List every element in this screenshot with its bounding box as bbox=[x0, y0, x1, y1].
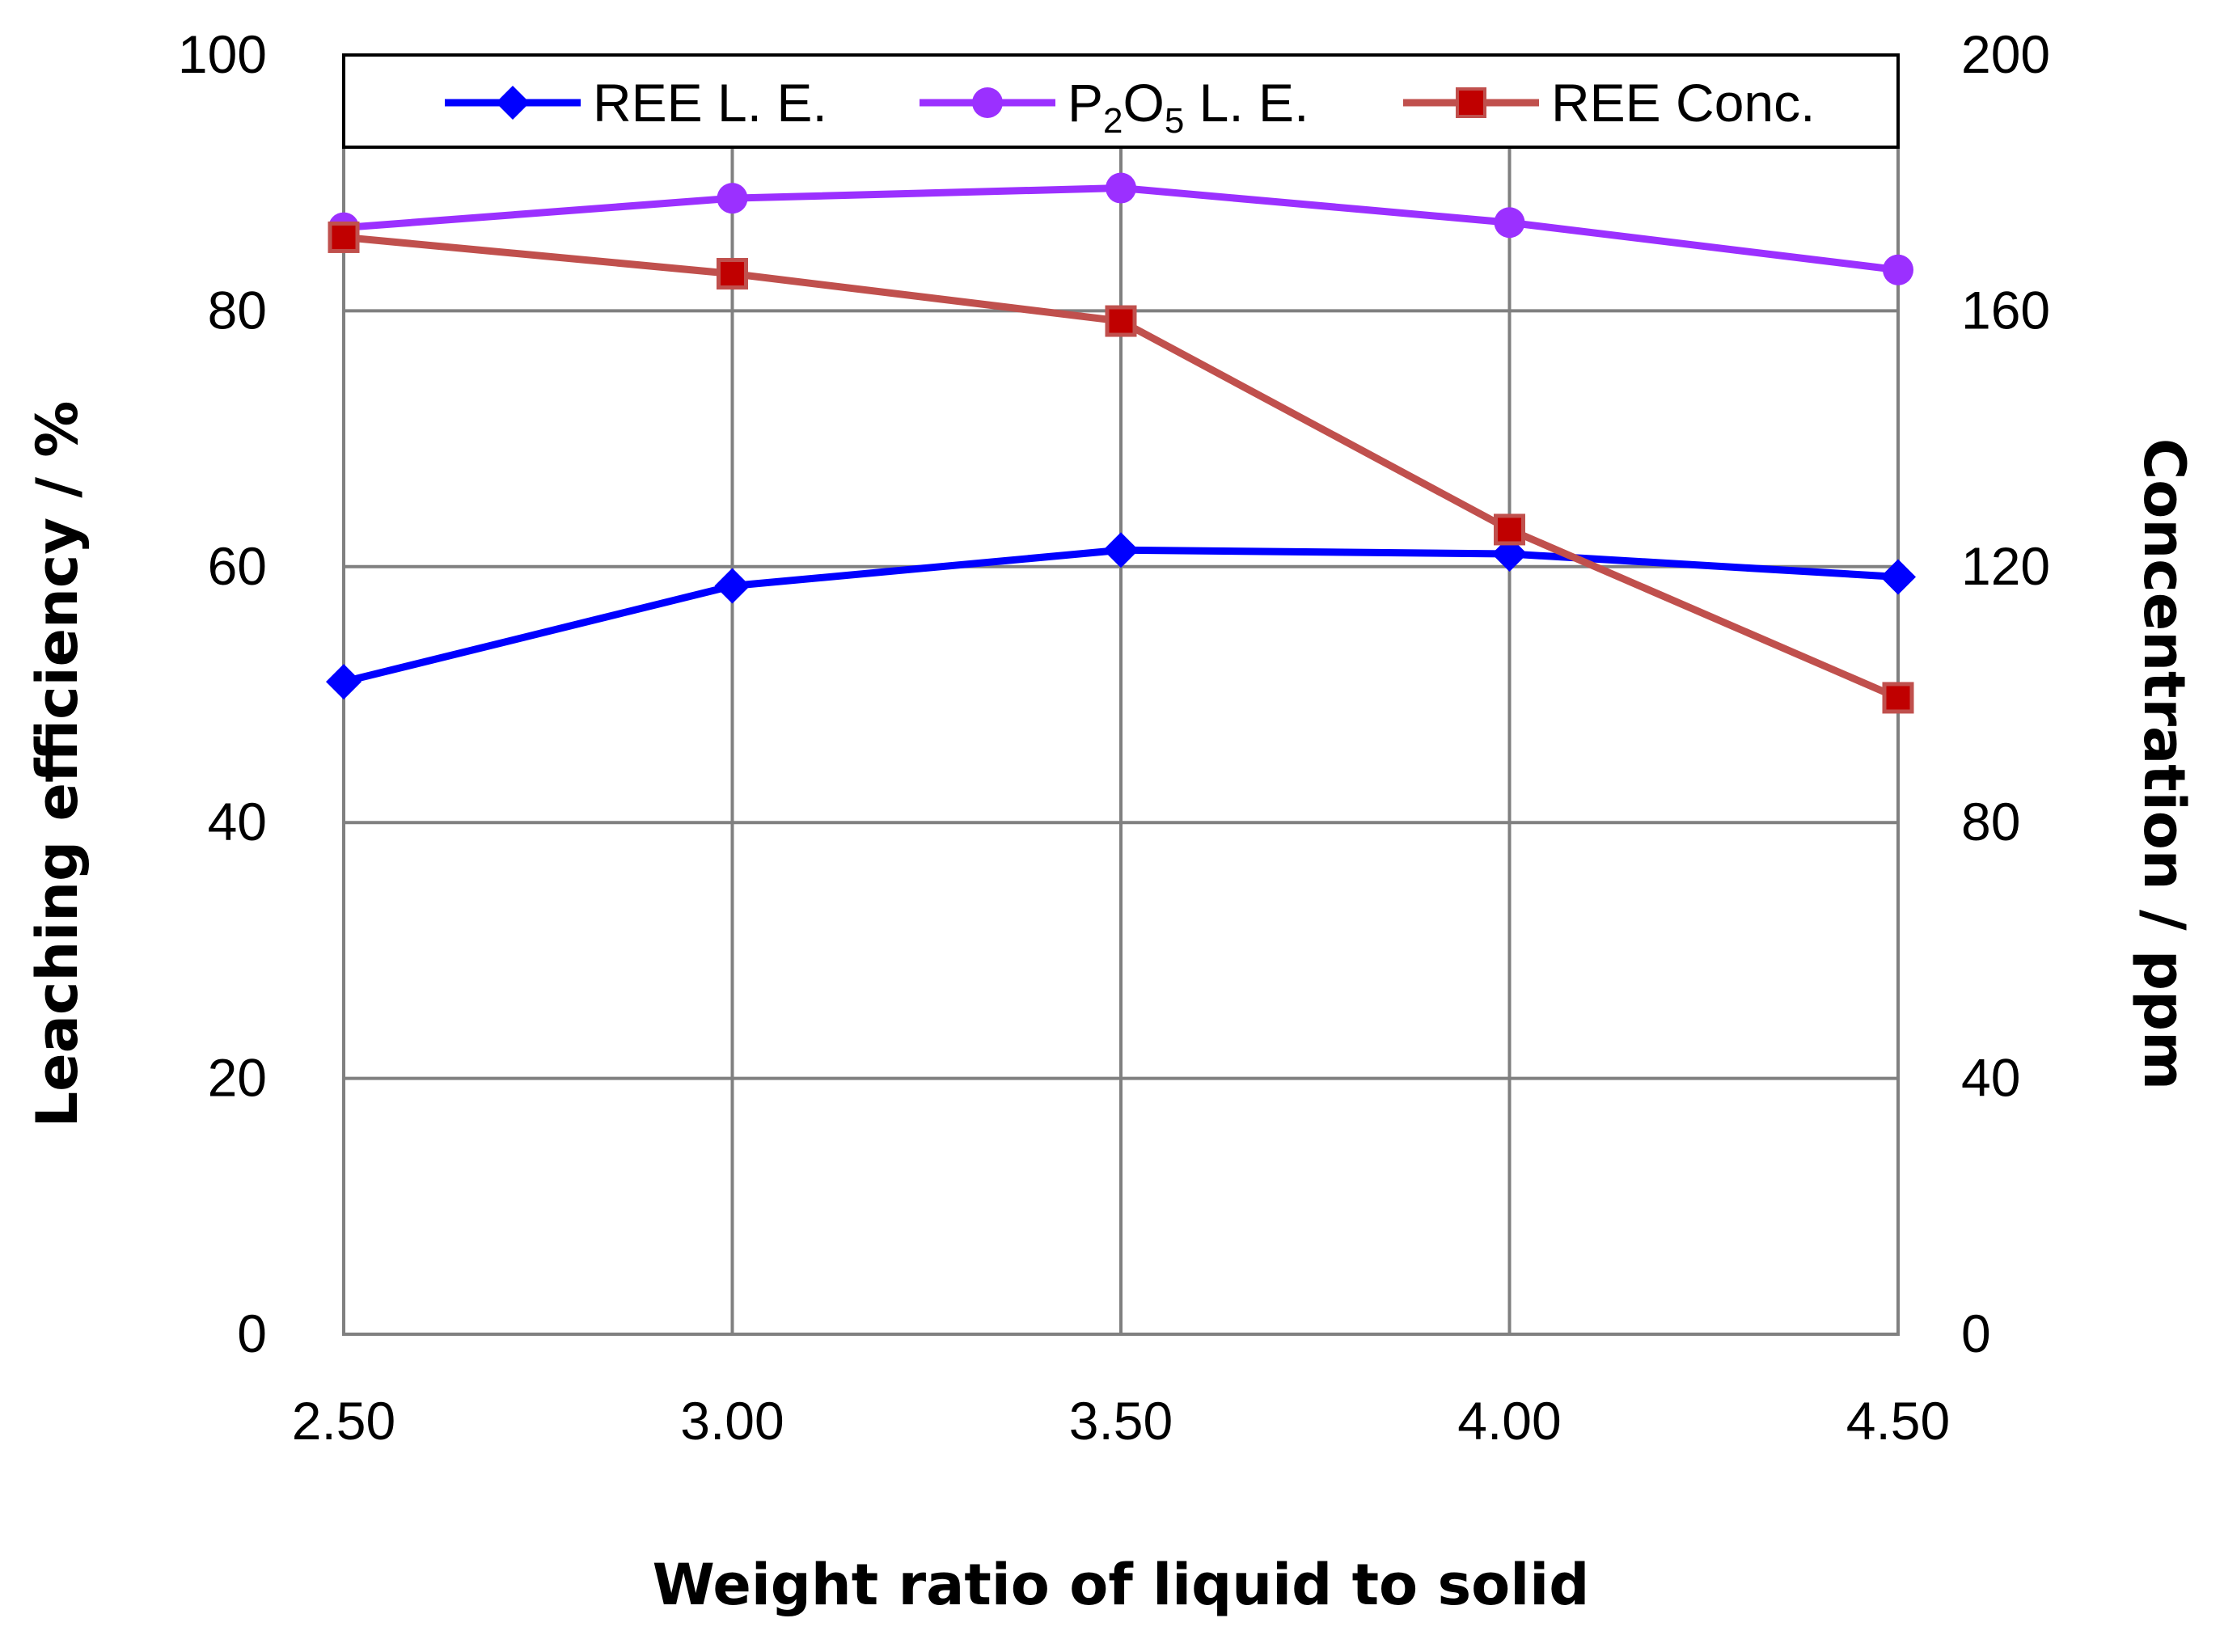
right-tick-label: 0 bbox=[1961, 1303, 1991, 1363]
data-point bbox=[328, 221, 360, 253]
left-axis-title: Leaching efficiency / % bbox=[24, 401, 91, 1128]
data-point bbox=[1494, 207, 1525, 239]
square-marker-icon bbox=[1456, 87, 1486, 118]
data-point bbox=[717, 183, 748, 214]
data-point bbox=[1105, 305, 1137, 337]
left-tick-label: 80 bbox=[208, 280, 267, 340]
diamond-marker-icon bbox=[496, 86, 530, 120]
right-tick-label: 200 bbox=[1961, 24, 2050, 84]
right-tick-label: 120 bbox=[1961, 536, 2050, 596]
left-tick-label: 40 bbox=[208, 792, 267, 851]
series-layer bbox=[326, 172, 1916, 714]
vertical-gridlines bbox=[342, 55, 1900, 1334]
right-tick-label: 160 bbox=[1961, 280, 2050, 340]
series-2 bbox=[328, 221, 1914, 714]
right-axis-tick-labels: 0 40 80 120 160 200 bbox=[1961, 24, 2050, 1363]
legend-box bbox=[342, 53, 1900, 149]
data-point bbox=[326, 664, 362, 700]
data-point bbox=[714, 568, 750, 604]
x-axis-tick-labels: 2.50 3.00 3.50 4.00 4.50 bbox=[292, 1391, 1950, 1451]
legend-label-p2o5-le: P2O5 L. E. bbox=[1068, 73, 1309, 141]
data-point bbox=[1882, 682, 1914, 714]
series-0 bbox=[326, 532, 1916, 700]
legend-label-ree-le: REE L. E. bbox=[593, 73, 827, 133]
legend-entry-p2o5-le: P2O5 L. E. bbox=[920, 73, 1309, 141]
legend-entry-ree-le: REE L. E. bbox=[445, 73, 827, 133]
data-point bbox=[1883, 254, 1913, 285]
data-point bbox=[1103, 532, 1139, 568]
legend-label-ree-conc: REE Conc. bbox=[1551, 73, 1815, 133]
left-tick-label: 60 bbox=[208, 536, 267, 596]
x-tick-label: 4.00 bbox=[1457, 1391, 1561, 1451]
data-point bbox=[1494, 513, 1525, 546]
left-tick-label: 100 bbox=[178, 24, 267, 84]
data-point bbox=[1880, 559, 1916, 595]
legend: REE L. E. P2O5 L. E. REE Conc. bbox=[342, 53, 1900, 149]
x-tick-label: 4.50 bbox=[1846, 1391, 1950, 1451]
left-axis-tick-labels: 0 20 40 60 80 100 bbox=[178, 24, 267, 1363]
x-tick-label: 3.50 bbox=[1069, 1391, 1173, 1451]
left-tick-label: 0 bbox=[237, 1303, 267, 1363]
right-axis-title: Concentration / ppm bbox=[2131, 438, 2197, 1090]
left-tick-label: 20 bbox=[208, 1048, 267, 1108]
x-tick-label: 2.50 bbox=[292, 1391, 395, 1451]
right-tick-label: 80 bbox=[1961, 792, 2020, 851]
x-tick-label: 3.00 bbox=[680, 1391, 784, 1451]
data-point bbox=[1106, 172, 1136, 204]
circle-marker-icon bbox=[972, 87, 1003, 118]
x-axis-title: Weight ratio of liquid to solid bbox=[653, 1552, 1590, 1618]
legend-entry-ree-conc: REE Conc. bbox=[1403, 73, 1815, 133]
data-point bbox=[717, 258, 748, 290]
right-tick-label: 40 bbox=[1961, 1048, 2020, 1108]
